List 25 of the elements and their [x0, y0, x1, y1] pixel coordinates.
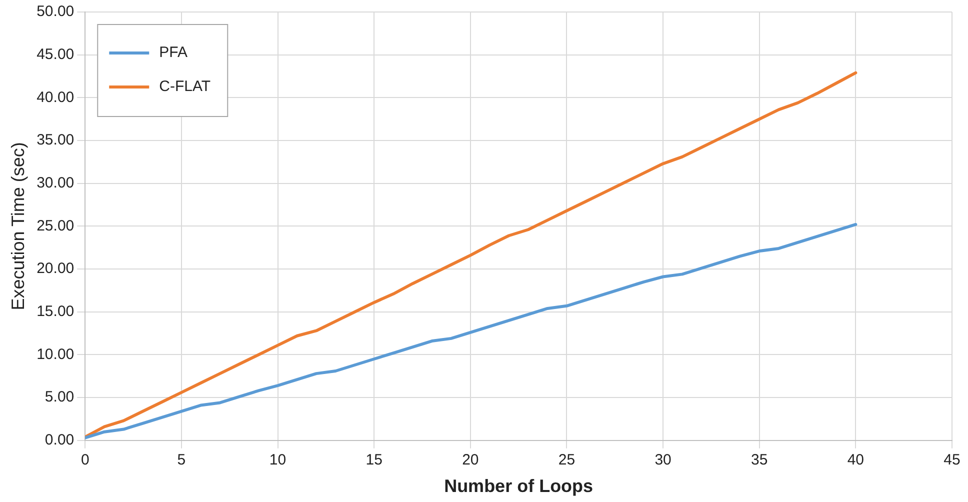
y-tick-label: 0.00 [44, 432, 74, 449]
x-tick-label: 0 [80, 452, 90, 469]
y-tick-label: 40.00 [36, 88, 74, 106]
x-tick-label: 10 [269, 452, 286, 469]
y-tick-label: 50.00 [36, 3, 74, 20]
x-tick-label: 45 [944, 452, 960, 469]
x-tick-label: 15 [366, 452, 382, 469]
y-tick-label: 35.00 [36, 132, 74, 149]
x-tick-label: 40 [847, 452, 864, 469]
x-tick-label: 20 [462, 452, 479, 469]
y-tick-label: 10.00 [36, 346, 74, 363]
y-axis-title: Execution Time (sec) [8, 142, 28, 310]
x-tick-label: 30 [654, 452, 672, 469]
x-tick-label: 35 [751, 452, 768, 469]
y-tick-label: 45.00 [36, 46, 74, 63]
x-tick-label: 25 [558, 452, 576, 469]
x-tick-label: 5 [177, 452, 186, 469]
x-axis-title: Number of Loops [444, 476, 594, 496]
y-tick-label: 30.00 [36, 174, 74, 192]
y-tick-label: 20.00 [36, 260, 74, 278]
y-tick-label: 25.00 [36, 217, 74, 234]
legend-label: PFA [159, 44, 188, 62]
y-tick-label: 5.00 [44, 388, 74, 406]
y-tick-label: 15.00 [36, 303, 74, 320]
legend-label: C-FLAT [159, 78, 211, 96]
